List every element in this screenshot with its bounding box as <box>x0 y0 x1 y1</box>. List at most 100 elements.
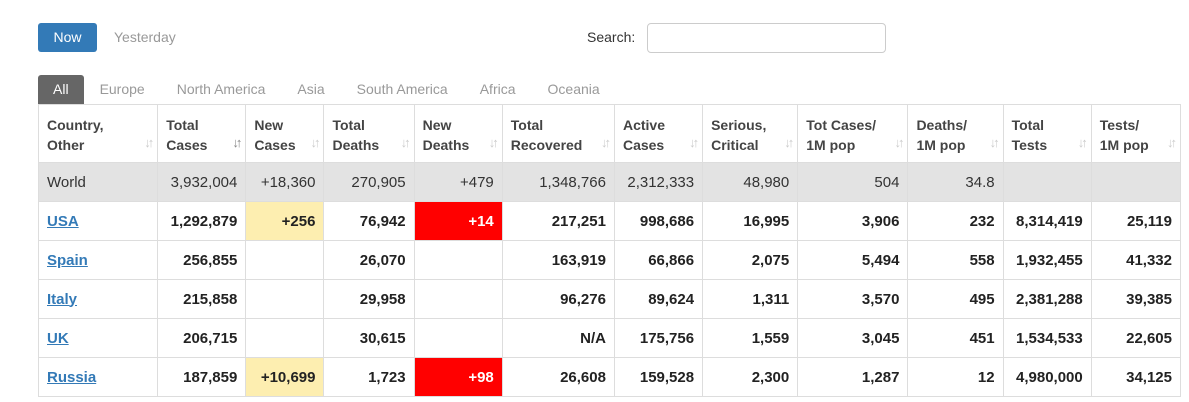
column-header-label: Country, <box>47 117 104 133</box>
data-cell: 1,287 <box>797 357 909 397</box>
sort-icon: ↓↑ <box>689 135 699 150</box>
column-header-deaths-1m-pop[interactable]: Deaths/1M pop ↓↑ <box>907 104 1004 163</box>
column-header-label: 1M pop <box>916 137 966 153</box>
tab-all[interactable]: All <box>38 75 84 104</box>
column-header-label: Active <box>622 117 665 133</box>
sort-icon: ↓↑ <box>144 135 154 150</box>
data-cell: 998,686 <box>613 201 704 241</box>
country-link[interactable]: Italy <box>47 290 78 308</box>
sort-icon: ↓↑ <box>488 135 499 150</box>
data-cell: 175,756 <box>613 318 704 358</box>
country-cell[interactable]: Spain <box>37 240 159 280</box>
data-cell: 26,070 <box>323 240 415 280</box>
column-header-country-other[interactable]: Country, Other ↓↑ <box>37 104 159 163</box>
tab-north-america[interactable]: North America <box>176 81 266 97</box>
tab-asia[interactable]: Asia <box>297 81 325 97</box>
column-header-label: Deaths <box>422 137 470 153</box>
data-cell: 3,045 <box>797 318 909 358</box>
data-cell: 41,332 <box>1090 240 1182 280</box>
table-row: USA 1,292,879 +256 76,942 +14 217,251 998,686 1… <box>37 201 1182 241</box>
sort-icon: ↓↑ <box>1167 135 1177 150</box>
tab-europe[interactable]: Europe <box>99 81 145 97</box>
data-cell: 163,919 <box>501 240 615 280</box>
data-cell: 2,381,288 <box>1002 279 1092 319</box>
data-cell: N/A <box>501 318 615 358</box>
country-cell[interactable]: Russia <box>37 357 159 397</box>
data-cell: 8,314,419 <box>1002 201 1092 241</box>
data-cell: 4,980,000 <box>1002 357 1092 397</box>
column-header-active-cases[interactable]: Active Cases ↓↑ <box>613 104 704 163</box>
data-cell: 29,958 <box>323 279 415 319</box>
data-cell: 217,251 <box>501 201 615 241</box>
tab-oceania[interactable]: Oceania <box>547 81 600 97</box>
data-cell <box>245 318 325 358</box>
data-cell: 495 <box>907 279 1004 319</box>
data-cell: 256,855 <box>157 240 247 280</box>
table-row: UK 206,715 30,615 N/A 175,756 1,559 3,045 451 1,… <box>37 318 1182 358</box>
column-header-new-cases[interactable]: New Cases ↓↑ <box>245 104 325 163</box>
column-header-total-cases[interactable]: Total Cases ↓↑ <box>157 104 247 163</box>
now-button[interactable]: Now <box>38 23 97 52</box>
table-row: Russia 187,859 +10,699 1,723 +98 26,608 159,52… <box>37 357 1182 397</box>
country-link[interactable]: Spain <box>47 251 88 269</box>
data-cell: 1,292,879 <box>157 201 247 241</box>
data-cell: 22,605 <box>1090 318 1182 358</box>
table-row: Italy 215,858 29,958 96,276 89,624 1,311 3,570… <box>37 279 1182 319</box>
data-cell: 30,615 <box>323 318 415 358</box>
sort-icon: ↓↑ <box>784 135 794 150</box>
data-cell: 206,715 <box>157 318 247 358</box>
country-link[interactable]: UK <box>47 329 69 347</box>
column-header-label: Tot Cases/ <box>806 117 877 133</box>
column-header-label: New <box>422 117 452 133</box>
sort-icon: ↓↑ <box>400 135 411 150</box>
data-cell: 76,942 <box>323 201 415 241</box>
column-header-tot-cases-1m-pop[interactable]: Tot Cases/1M pop ↓↑ <box>797 104 909 163</box>
data-cell: 1,534,533 <box>1002 318 1092 358</box>
data-cell: 232 <box>907 201 1004 241</box>
column-header-label: Tests/ <box>1099 117 1140 133</box>
table-row: Spain 256,855 26,070 163,919 66,866 2,075 5,49… <box>37 240 1182 280</box>
data-cell: 270,905 <box>323 162 415 202</box>
sort-desc-icon: ↓↑ <box>232 135 242 150</box>
data-cell: 48,980 <box>702 162 799 202</box>
data-cell: 451 <box>907 318 1004 358</box>
search-label: Search: <box>587 29 636 45</box>
country-cell[interactable]: UK <box>37 318 159 358</box>
column-header-total-tests[interactable]: Total Tests ↓↑ <box>1002 104 1092 163</box>
column-header-total-deaths[interactable]: Total Deaths ↓↑ <box>323 104 415 163</box>
table-row: World 3,932,004 +18,360 270,905 +479 1,348,76… <box>37 162 1182 202</box>
country-link[interactable]: USA <box>47 212 79 230</box>
data-cell <box>413 318 503 358</box>
column-header-label: Other <box>47 137 85 153</box>
search-input[interactable] <box>647 23 886 53</box>
sort-icon: ↓↑ <box>989 135 1000 150</box>
yesterday-button[interactable]: Yesterday <box>114 29 176 45</box>
sort-icon: ↓↑ <box>894 135 904 150</box>
data-cell: +98 <box>413 357 503 397</box>
data-cell: 159,528 <box>613 357 704 397</box>
tab-africa[interactable]: Africa <box>479 81 516 97</box>
column-header-total-recovered[interactable]: Total Recovered ↓↑ <box>501 104 615 163</box>
column-header-new-deaths[interactable]: New Deaths ↓↑ <box>413 104 503 163</box>
data-cell: 3,906 <box>797 201 909 241</box>
data-cell: 1,311 <box>702 279 799 319</box>
data-cell: 504 <box>797 162 909 202</box>
column-header-label: Total <box>510 117 544 133</box>
sort-icon: ↓↑ <box>1077 135 1088 150</box>
data-cell: +479 <box>413 162 503 202</box>
tab-south-america[interactable]: South America <box>356 81 448 97</box>
column-header-serious-critical[interactable]: Serious, Critical ↓↑ <box>702 104 799 163</box>
data-cell <box>1002 162 1092 202</box>
column-header-label: Tests <box>1011 137 1048 153</box>
column-header-label: Serious, <box>711 117 767 133</box>
country-cell[interactable]: USA <box>37 201 159 241</box>
data-cell: 3,932,004 <box>157 162 247 202</box>
country-cell[interactable]: Italy <box>37 279 159 319</box>
data-cell: 1,723 <box>323 357 415 397</box>
column-header-tests-1m-pop[interactable]: Tests/1M pop ↓↑ <box>1090 104 1182 163</box>
data-cell: +256 <box>245 201 325 241</box>
column-header-label: New <box>254 117 284 133</box>
column-header-label: Deaths <box>332 137 380 153</box>
country-link[interactable]: Russia <box>47 368 97 386</box>
sort-icon: ↓↑ <box>310 135 320 150</box>
